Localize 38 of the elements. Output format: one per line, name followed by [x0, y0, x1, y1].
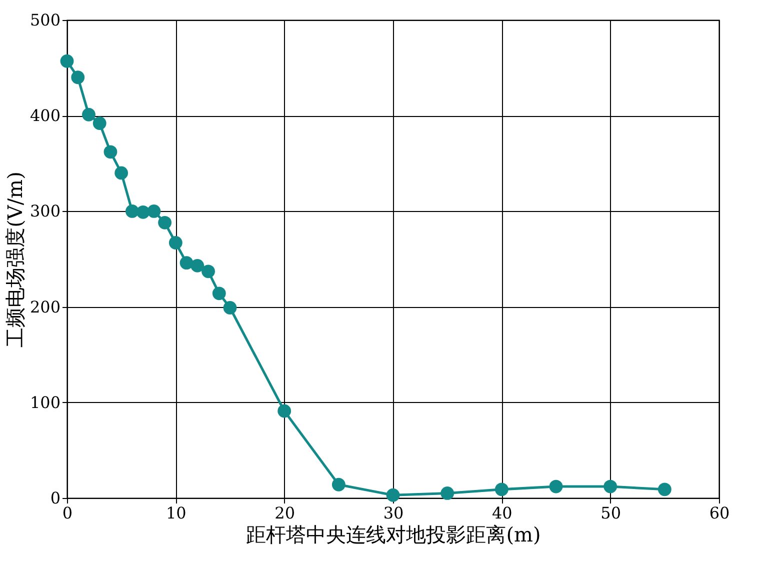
x-tick-label: 40: [492, 504, 512, 522]
point: [190, 258, 204, 272]
point: [168, 236, 182, 250]
y-tick-label: 500: [30, 10, 60, 30]
x-tick-label: 50: [600, 504, 622, 522]
y-tick-label: 400: [30, 106, 60, 126]
x-tick-label: 20: [274, 504, 296, 522]
y-tick-label: 300: [30, 202, 60, 221]
point: [494, 482, 508, 496]
point: [440, 486, 454, 500]
point: [158, 216, 172, 230]
x-axis-title: 距杆塔中央连线对地投影距离(m): [246, 522, 541, 546]
y-tick-label: 0: [50, 488, 60, 508]
point: [71, 70, 85, 84]
x-tick-label: 30: [383, 504, 404, 522]
point: [332, 478, 346, 492]
point: [212, 286, 226, 300]
point: [658, 482, 672, 496]
y-tick-label: 100: [30, 392, 60, 412]
y-tick-label: 200: [30, 297, 60, 316]
point: [104, 145, 118, 159]
y-axis-title: 工频电场强度(V/m): [2, 172, 27, 348]
point: [60, 54, 74, 68]
x-tick-label: 0: [62, 504, 73, 522]
point: [386, 488, 400, 502]
point: [147, 204, 161, 218]
x-tick-label: 10: [166, 504, 186, 522]
point: [92, 116, 106, 130]
point: [278, 404, 292, 418]
point: [82, 108, 96, 122]
point: [604, 480, 618, 494]
point: [549, 480, 563, 494]
x-tick-label: 60: [709, 504, 730, 522]
point: [125, 204, 139, 218]
point: [202, 264, 215, 278]
point: [114, 166, 128, 180]
point: [180, 256, 194, 270]
point: [223, 301, 237, 314]
